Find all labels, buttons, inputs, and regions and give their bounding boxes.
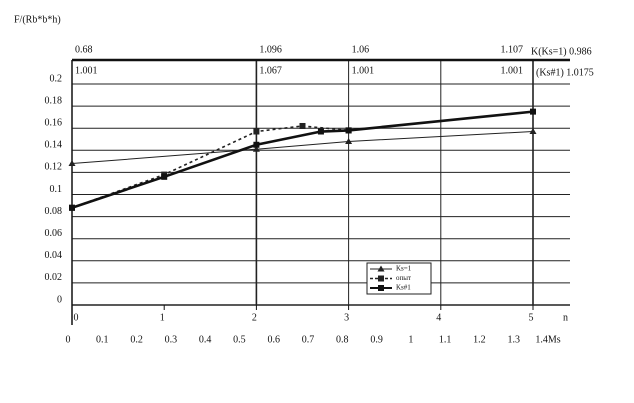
- x2-tick-label: 1.1: [439, 334, 452, 345]
- y-tick-label: 0.04: [45, 250, 63, 261]
- series-line: [71, 110, 534, 209]
- y-tick-label: 0.02: [45, 272, 63, 283]
- data-point: [161, 173, 168, 180]
- top-scale-lower: 1.001: [352, 65, 375, 76]
- legend-label: Ks#1: [396, 284, 411, 292]
- data-point: [299, 122, 306, 129]
- x2-tick-label: 1.2: [473, 334, 486, 345]
- data-point: [68, 160, 76, 167]
- y-tick-label: 0.2: [50, 73, 63, 84]
- top-scale-upper: 1.096: [259, 44, 282, 55]
- x-tick-label: 5: [529, 312, 534, 323]
- y-tick-label: 0: [57, 294, 62, 305]
- legend-marker: [377, 265, 385, 272]
- top-scale-lower: 1.001: [501, 65, 524, 76]
- data-point: [69, 204, 75, 211]
- y-tick-label: 0.12: [45, 162, 63, 173]
- legend-marker: [378, 285, 384, 291]
- x2-tick-label: 0.1: [96, 334, 109, 345]
- y-axis-label: F/(Rb*b*h): [14, 14, 61, 25]
- y-tick-label: 0.14: [45, 140, 63, 151]
- top-scale-upper: 1.06: [352, 44, 370, 55]
- x2-tick-label: 0: [66, 334, 71, 345]
- data-point: [252, 145, 260, 152]
- x2-tick-label: 0.8: [336, 334, 349, 345]
- x-tick-label: 1: [160, 312, 165, 323]
- x2-tick-label: 0.9: [370, 334, 383, 345]
- y-tick-label: 0.18: [45, 95, 63, 106]
- x2-tick-label: 0.2: [130, 334, 143, 345]
- data-point: [529, 128, 537, 135]
- data-point: [345, 137, 353, 144]
- legend-label: опыт: [396, 274, 411, 282]
- data-point: [253, 128, 260, 135]
- x2-tick-label: 1: [408, 334, 413, 345]
- legend-label: Ks=1: [396, 265, 412, 273]
- top-scale-upper: 0.68: [75, 44, 93, 55]
- y-tick-label: 0.1: [50, 184, 63, 195]
- x-tick-label: 0: [74, 312, 79, 323]
- x2-tick-label: 0.4: [199, 334, 212, 345]
- x-tick-label: 3: [344, 312, 349, 323]
- x2-tick-label: 0.7: [302, 334, 315, 345]
- data-point: [317, 128, 324, 135]
- x2-tick-label: 1.3: [507, 334, 520, 345]
- x2-tick-label: 0.5: [233, 334, 246, 345]
- legend-marker: [378, 275, 384, 282]
- top-scale-lower-end: (Ks#1) 1.0175: [536, 67, 594, 78]
- x-tick-label: 2: [252, 312, 257, 323]
- x-axis-label: n: [563, 312, 568, 323]
- data-point: [345, 127, 352, 134]
- x2-tick-label: 0.3: [165, 334, 178, 345]
- y-tick-label: 0.06: [45, 228, 63, 239]
- data-point: [253, 141, 260, 148]
- x-tick-label: 4: [436, 312, 441, 323]
- top-scale-lower: 1.067: [259, 65, 282, 76]
- series-line: [71, 131, 534, 165]
- y-tick-label: 0.16: [45, 117, 63, 128]
- data-point: [530, 108, 536, 115]
- top-scale-upper: 1.107: [501, 44, 524, 55]
- y-tick-label: 0.08: [45, 206, 63, 217]
- top-scale-upper-end: K(Ks=1) 0.986: [531, 46, 592, 57]
- top-scale-lower: 1.001: [75, 65, 98, 76]
- x2-tick-label: 0.6: [267, 334, 280, 345]
- x2-tick-label: 1.4Ms: [535, 334, 560, 345]
